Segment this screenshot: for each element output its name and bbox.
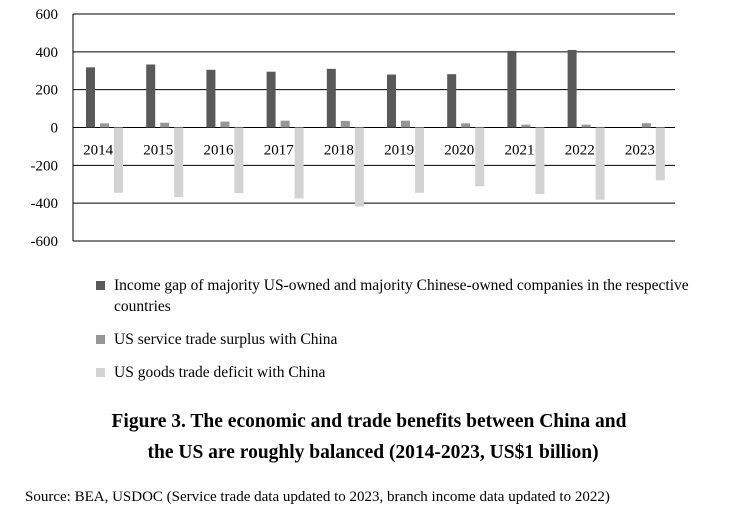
x-tick-label: 2021 (505, 143, 535, 159)
x-tick-label: 2015 (143, 143, 173, 159)
bar-goods-deficit-2023 (655, 127, 665, 181)
y-tick-label: 400 (36, 45, 59, 61)
x-tick-label: 2019 (384, 143, 414, 159)
legend-swatch-service-surplus (96, 335, 105, 344)
legend-label-income-gap: Income gap of majority US-owned and majo… (114, 277, 689, 315)
bar-income-gap-2019 (387, 74, 396, 128)
y-tick-label: -200 (31, 158, 59, 174)
legend-swatch-income-gap (96, 281, 105, 290)
bar-goods-deficit-2021 (535, 127, 545, 195)
bar-income-gap-2017 (266, 71, 276, 128)
figure-caption: Figure 3. The economic and trade benefit… (0, 406, 736, 468)
bar-income-gap-2014 (86, 67, 95, 128)
bar-goods-deficit-2016 (234, 127, 244, 194)
legend: Income gap of majority US-owned and majo… (96, 275, 696, 395)
source-note: Source: BEA, USDOC (Service trade data u… (25, 489, 610, 505)
bar-goods-deficit-2015 (174, 127, 184, 198)
legend-swatch-goods-deficit (96, 368, 105, 377)
bar-service-surplus-2014 (100, 123, 109, 128)
x-tick-label: 2020 (444, 143, 474, 159)
bar-service-surplus-2019 (401, 120, 410, 128)
x-tick-label: 2016 (204, 143, 235, 159)
bar-income-gap-2016 (206, 69, 216, 128)
bar-service-surplus-2017 (280, 120, 290, 128)
bars (86, 49, 665, 207)
bar-income-gap-2018 (326, 68, 336, 128)
bar-service-surplus-2020 (461, 123, 471, 128)
gridlines (72, 13, 675, 242)
y-tick-label: 0 (51, 121, 59, 137)
bar-service-surplus-2015 (160, 122, 170, 128)
legend-item-income-gap: Income gap of majority US-owned and majo… (96, 275, 696, 317)
x-tick-label: 2023 (625, 143, 655, 159)
bar-goods-deficit-2019 (415, 127, 424, 193)
y-tick-label: -400 (31, 196, 59, 212)
bar-goods-deficit-2018 (354, 127, 364, 207)
bar-income-gap-2015 (146, 64, 156, 128)
x-tick-label: 2018 (324, 143, 354, 159)
x-tick-label: 2022 (565, 143, 595, 159)
x-tick-label: 2014 (83, 143, 114, 159)
bar-service-surplus-2016 (220, 121, 230, 128)
x-tick-label: 2017 (264, 143, 295, 159)
bar-service-surplus-2022 (581, 124, 591, 128)
caption-line-2: the US are roughly balanced (2014-2023, … (147, 442, 599, 463)
bar-income-gap-2020 (447, 74, 457, 128)
caption-line-1: Figure 3. The economic and trade benefit… (111, 411, 627, 432)
bar-income-gap-2022 (567, 49, 577, 128)
bar-service-surplus-2021 (521, 124, 531, 128)
bar-service-surplus-2023 (641, 123, 651, 128)
y-axis-tick-labels: 600 400 200 0 -200 -400 -600 (31, 7, 59, 250)
y-tick-label: 600 (36, 7, 59, 23)
y-tick-label: 200 (36, 83, 59, 99)
bar-service-surplus-2018 (340, 120, 350, 128)
bar-income-gap-2021 (507, 50, 517, 128)
bar-goods-deficit-2022 (595, 127, 605, 200)
x-axis-tick-labels: 2014 2015 2016 2017 2018 2019 2020 2021 2022 2023 (83, 143, 655, 159)
bar-goods-deficit-2020 (475, 127, 485, 187)
legend-item-goods-deficit: US goods trade deficit with China (96, 362, 696, 383)
y-tick-label: -600 (31, 234, 59, 250)
bar-goods-deficit-2014 (114, 127, 123, 193)
legend-label-goods-deficit: US goods trade deficit with China (114, 364, 326, 381)
bar-goods-deficit-2017 (294, 127, 304, 199)
legend-label-service-surplus: US service trade surplus with China (114, 331, 338, 348)
legend-item-service-surplus: US service trade surplus with China (96, 329, 696, 350)
